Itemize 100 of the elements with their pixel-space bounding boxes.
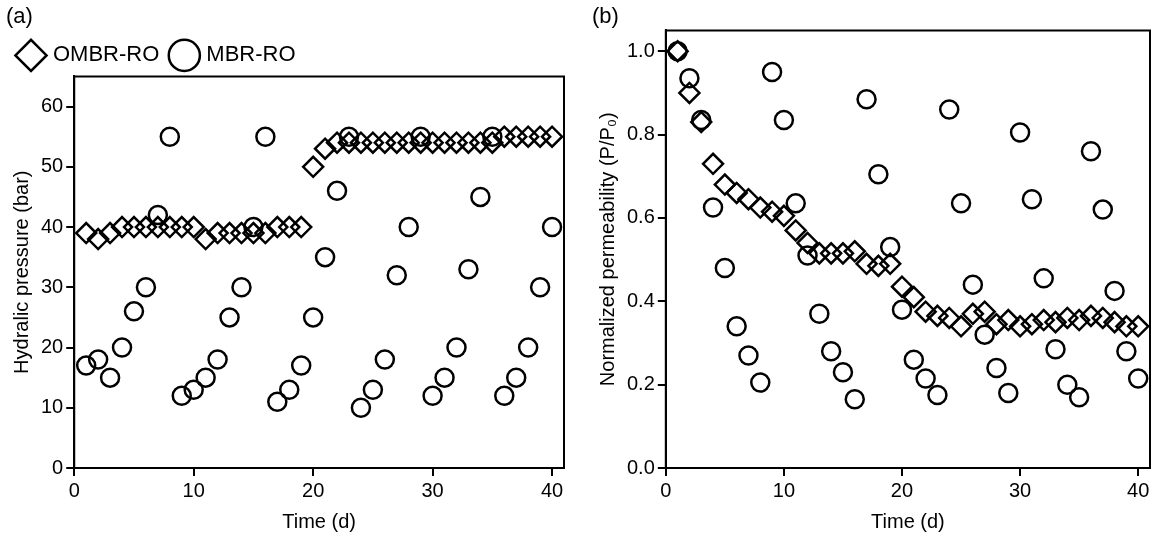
point (878, 252, 902, 276)
y-tick-label: 60 (41, 94, 64, 117)
x-tick-label: 0 (660, 478, 672, 501)
y-tick-label: 0.0 (626, 455, 655, 478)
point (927, 384, 948, 406)
point (797, 245, 818, 266)
point (182, 215, 205, 239)
point (75, 355, 97, 376)
point (326, 180, 348, 202)
point (279, 379, 300, 400)
point (832, 361, 854, 383)
point (856, 88, 877, 110)
point (785, 193, 806, 214)
point (481, 131, 504, 154)
point (362, 379, 384, 400)
x-tick-label: 10 (182, 478, 205, 501)
point (410, 126, 431, 147)
point (338, 126, 360, 147)
y-tick-label: 50 (41, 154, 64, 177)
point (422, 385, 443, 406)
point (1067, 308, 1091, 332)
point (1009, 122, 1031, 143)
point (218, 221, 241, 245)
point (1104, 280, 1125, 302)
point (373, 131, 397, 154)
point (350, 397, 372, 418)
point (1032, 308, 1055, 332)
point (1126, 315, 1150, 338)
point (111, 337, 133, 358)
point (349, 131, 373, 154)
point (890, 275, 914, 298)
point (207, 349, 228, 370)
point (302, 307, 324, 328)
point (433, 131, 456, 154)
point (457, 131, 480, 154)
point (831, 242, 855, 265)
point (701, 152, 725, 176)
point (1020, 312, 1044, 336)
point (1127, 368, 1149, 389)
point (809, 303, 830, 325)
point (1068, 386, 1090, 408)
point (528, 125, 552, 148)
point (409, 131, 432, 154)
point (1103, 310, 1126, 334)
point (398, 216, 419, 238)
point (962, 274, 984, 295)
point (760, 200, 784, 223)
point (961, 302, 985, 326)
point (255, 126, 276, 147)
point (726, 316, 747, 337)
point (808, 242, 831, 265)
point (867, 254, 890, 278)
point (678, 81, 701, 105)
point (87, 349, 109, 370)
point (985, 312, 1008, 336)
point (482, 126, 503, 147)
point (796, 231, 819, 255)
point (147, 204, 169, 226)
point (267, 391, 288, 412)
point (974, 324, 995, 345)
point (110, 215, 134, 239)
point (194, 227, 217, 251)
point (159, 126, 181, 147)
point (541, 216, 563, 238)
point (891, 299, 913, 320)
point (738, 345, 759, 366)
chart-title: (a) (6, 3, 33, 29)
point (290, 355, 312, 376)
point (254, 221, 277, 245)
point (750, 372, 771, 393)
point (171, 385, 192, 406)
x-tick-label: 0 (68, 478, 80, 501)
x-axis-title: Time (d) (282, 509, 356, 532)
point (844, 388, 866, 410)
point (313, 137, 337, 160)
point (820, 341, 842, 362)
y-tick-label: 0.4 (626, 288, 655, 311)
point (146, 215, 170, 239)
y-tick-label: 0.2 (626, 372, 655, 395)
point (1045, 338, 1066, 360)
point (243, 216, 264, 238)
point (385, 131, 409, 154)
point (773, 109, 795, 131)
point (986, 357, 1007, 379)
point (1080, 141, 1102, 162)
point (374, 349, 396, 370)
point (949, 315, 973, 338)
point (516, 125, 540, 148)
point (158, 215, 182, 239)
point (446, 337, 467, 358)
point (679, 68, 700, 89)
point (301, 155, 325, 179)
point (713, 173, 737, 196)
point (903, 349, 925, 370)
y-tick-label: 0.6 (626, 205, 655, 228)
point (1091, 306, 1115, 330)
point (737, 187, 760, 211)
point (868, 163, 889, 185)
y-tick-label: 40 (41, 214, 64, 237)
point (183, 379, 204, 400)
